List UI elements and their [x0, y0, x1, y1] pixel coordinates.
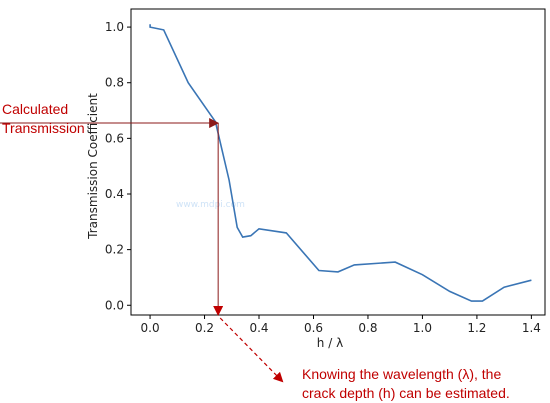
x-tick-label: 0.6	[304, 321, 323, 335]
calculated-label-line2: Transmission	[2, 120, 85, 136]
x-tick-label: 0.2	[195, 321, 214, 335]
x-tick-label: 1.4	[522, 321, 541, 335]
x-tick-label: 0.8	[358, 321, 377, 335]
y-tick-label: 0.6	[105, 131, 124, 145]
x-tick-label: 1.0	[413, 321, 432, 335]
y-tick-label: 0.8	[105, 76, 124, 90]
dashed-arrow	[219, 317, 284, 383]
y-tick-label: 0.2	[105, 243, 124, 257]
y-tick-label: 0.4	[105, 187, 124, 201]
knowing-label-line1: Knowing the wavelength (λ), the	[302, 366, 501, 382]
watermark-text: www.mdpi.com	[176, 200, 245, 210]
y-tick-label: 0.0	[105, 298, 124, 312]
plot-frame	[130, 8, 546, 316]
y-axis-ticks: 0.0 0.2 0.4 0.6 0.8 1.0	[105, 20, 131, 312]
x-axis-label: h / λ	[317, 336, 343, 350]
series-line	[149, 24, 532, 302]
x-tick-label: 0.4	[249, 321, 268, 335]
y-tick-label: 1.0	[105, 20, 124, 34]
x-tick-label: 0.0	[141, 321, 160, 335]
x-axis-ticks: 0.0 0.2 0.4 0.6 0.8 1.0 1.2 1.4	[141, 315, 541, 335]
y-axis-label: Transmission Coefficient	[86, 93, 100, 240]
x-tick-label: 1.2	[467, 321, 486, 335]
knowing-label-line2: crack depth (h) can be estimated.	[302, 385, 510, 401]
calculated-label-line1: Calculated	[2, 101, 68, 117]
